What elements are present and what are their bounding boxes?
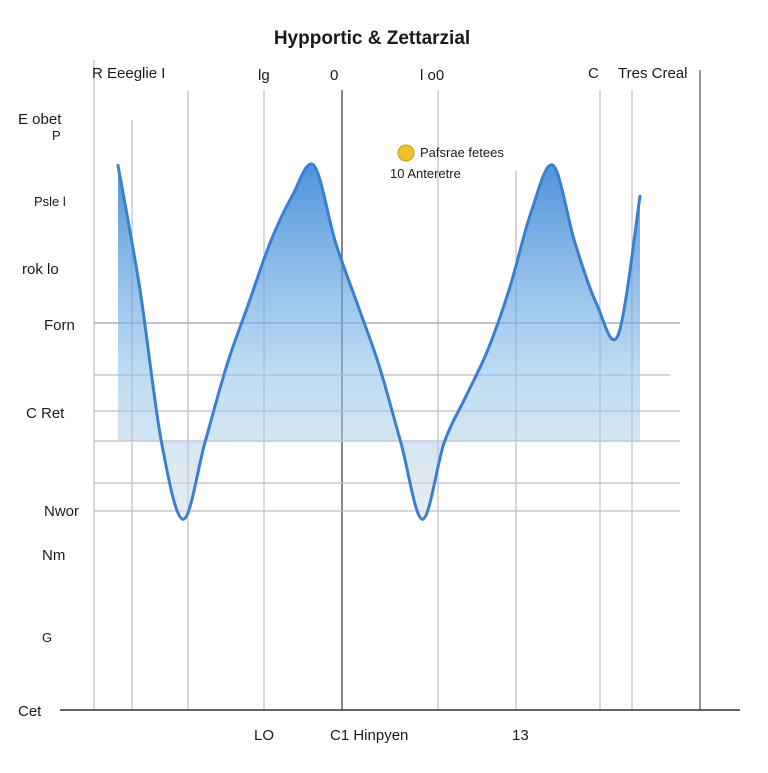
series-point [529, 210, 533, 213]
series-point [399, 440, 403, 444]
series-point [247, 302, 250, 306]
left-label: E obet [18, 111, 62, 128]
annotation: Pafsrae fetees 10 Anteretre [390, 144, 504, 181]
bottom-labels: LO C1 Hinpyen 13 [254, 727, 529, 744]
series-point [464, 394, 468, 398]
left-label: G [42, 630, 52, 645]
series-point [181, 517, 185, 521]
series-point [225, 363, 229, 367]
series-point [355, 302, 359, 306]
left-label: Psle l [34, 194, 66, 209]
top-label: 0 [330, 67, 338, 84]
series-point [334, 240, 337, 244]
series-point [290, 194, 294, 198]
series-point [312, 163, 316, 167]
top-label: lg [258, 67, 270, 84]
top-label: l o0 [420, 67, 444, 84]
series-point [377, 363, 381, 367]
series-area-fill [118, 163, 640, 520]
series-point [268, 240, 272, 244]
series-point [116, 163, 120, 167]
series-point [616, 333, 620, 337]
left-label: Nwor [44, 503, 79, 520]
top-label: C [588, 65, 599, 82]
bottom-label: LO [254, 727, 274, 744]
left-label: rok lo [22, 261, 59, 278]
bottom-label: 13 [512, 727, 529, 744]
annotation-marker [397, 144, 415, 162]
bottom-label: C1 Hinpyen [330, 727, 408, 744]
annotation-line2: 10 Anteretre [390, 166, 461, 181]
left-label: Forn [44, 317, 75, 334]
series-point [551, 163, 555, 167]
top-label: Tres Creal [618, 65, 687, 82]
series-point [160, 440, 163, 444]
series-point [486, 348, 490, 352]
left-label: P [52, 128, 61, 143]
series-area-group [116, 162, 642, 521]
series-point [421, 517, 424, 521]
series-point [442, 440, 446, 444]
series-point [508, 287, 511, 290]
top-labels: R Eeeglie I lg 0 l o0 C Tres Creal [92, 65, 687, 84]
series-point [573, 240, 577, 244]
series-point [638, 194, 642, 198]
series-point [595, 302, 598, 306]
series-line [116, 162, 642, 521]
top-label: R Eeeglie I [92, 65, 165, 82]
chart-title: Hypportic & Zettarzial [274, 28, 470, 49]
left-label: Nm [42, 547, 65, 564]
series-point [203, 440, 207, 444]
left-label: C Ret [26, 405, 65, 422]
annotation-line1: Pafsrae fetees [420, 145, 504, 160]
left-labels: E obet P Psle l rok lo Forn C Ret Nwor N… [18, 111, 79, 720]
series-point [138, 287, 142, 290]
left-label: Cet [18, 703, 42, 720]
